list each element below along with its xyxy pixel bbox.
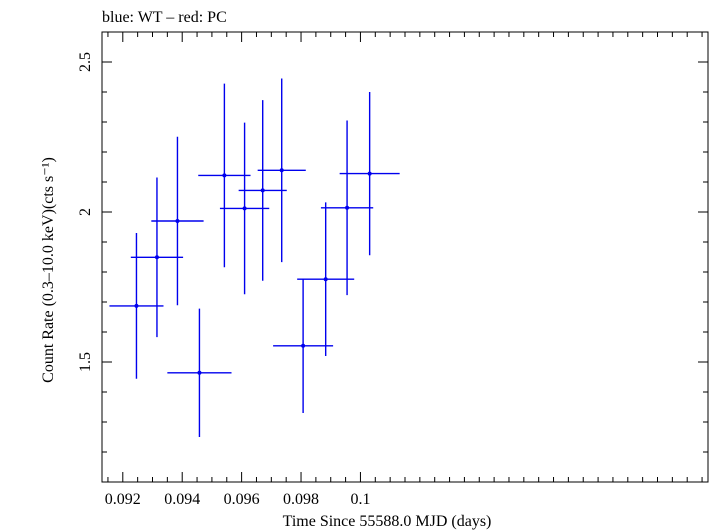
point-marker xyxy=(260,188,265,193)
point-marker xyxy=(242,206,247,211)
data-point xyxy=(219,122,270,295)
x-tick-label: 0.092 xyxy=(105,491,141,508)
point-marker xyxy=(222,173,227,178)
data-point xyxy=(339,92,400,256)
x-axis: 0.092 0.094 0.096 0.098 0.1 xyxy=(105,32,703,508)
point-marker xyxy=(345,205,350,210)
data-point xyxy=(238,100,287,281)
data-point xyxy=(273,278,334,413)
x-tick-label: 0.094 xyxy=(164,491,200,508)
x-tick-label: 0.098 xyxy=(283,491,319,508)
point-marker xyxy=(134,303,139,308)
y-axis: 1.5 2 2.5 xyxy=(77,31,708,483)
chart-title: blue: WT – red: PC xyxy=(102,9,227,26)
y-tick-label: 2 xyxy=(77,208,94,216)
x-axis-label: Time Since 55588.0 MJD (days) xyxy=(283,513,492,530)
y-axis-label: Count Rate (0.3–10.0 keV)(cts s⁻¹) xyxy=(40,157,57,383)
y-tick-label: 1.5 xyxy=(77,352,94,372)
data-point xyxy=(167,308,232,437)
point-marker xyxy=(154,255,159,260)
point-marker xyxy=(301,343,306,348)
point-marker xyxy=(323,277,328,282)
x-tick-label: 0.096 xyxy=(224,491,260,508)
data-point xyxy=(320,120,374,296)
point-marker xyxy=(367,171,372,176)
point-marker xyxy=(175,219,180,223)
data-point xyxy=(109,233,164,379)
data-point xyxy=(151,136,204,306)
data-point xyxy=(198,83,251,268)
wt-series xyxy=(109,78,400,437)
x-tick-label: 0.1 xyxy=(350,491,370,508)
y-tick-label: 2.5 xyxy=(77,52,94,72)
point-marker xyxy=(279,168,284,173)
point-marker xyxy=(197,370,202,375)
data-point xyxy=(257,78,306,263)
data-point xyxy=(297,202,355,356)
data-point xyxy=(130,177,184,338)
plot-frame xyxy=(101,31,709,483)
